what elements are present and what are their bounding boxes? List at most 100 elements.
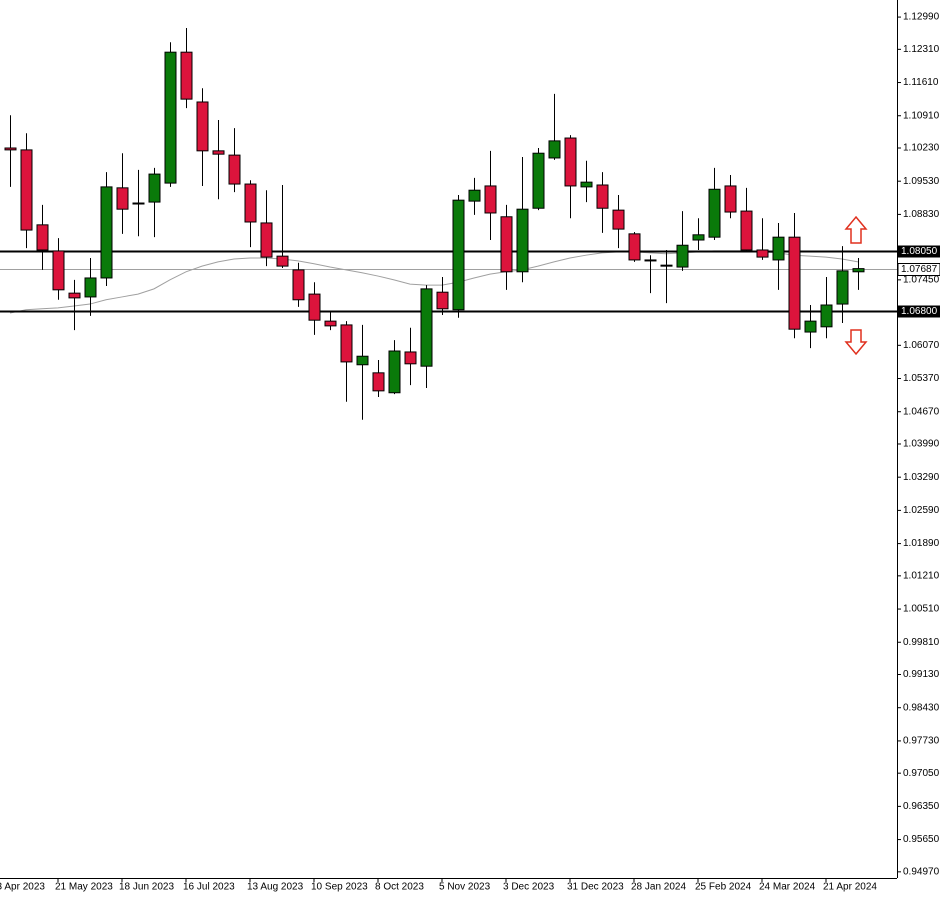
candle-body bbox=[420, 288, 433, 367]
candle-body bbox=[404, 351, 417, 365]
y-tick-label: 1.06070 bbox=[903, 340, 940, 351]
x-tick-label: 28 Jan 2024 bbox=[631, 882, 686, 893]
level-label-box bbox=[898, 245, 940, 258]
candle-body bbox=[356, 355, 369, 366]
candle-body bbox=[20, 149, 33, 231]
candle-body bbox=[612, 209, 625, 230]
candle-body bbox=[164, 51, 177, 184]
x-tick-label: 24 Mar 2024 bbox=[759, 882, 816, 893]
candle-body bbox=[804, 320, 817, 333]
candle-body bbox=[388, 350, 401, 394]
x-tick-label: 16 Jul 2023 bbox=[183, 882, 235, 893]
candle-body bbox=[676, 244, 689, 268]
candle-body bbox=[516, 208, 529, 273]
candle-body bbox=[340, 324, 353, 363]
x-tick-label: 5 Nov 2023 bbox=[439, 882, 491, 893]
last-price-label: 1.07687 bbox=[901, 264, 938, 275]
y-tick-label: 1.03290 bbox=[903, 472, 940, 483]
candle-body bbox=[132, 202, 145, 205]
y-tick-label: 1.10230 bbox=[903, 143, 940, 154]
moving-average bbox=[9, 250, 859, 314]
y-tick-label: 1.01210 bbox=[903, 570, 940, 581]
y-tick-label: 1.00510 bbox=[903, 604, 940, 615]
candle-body bbox=[740, 210, 753, 251]
candle-body bbox=[228, 154, 241, 185]
y-tick-label: 0.97050 bbox=[903, 768, 940, 779]
candle-body bbox=[452, 199, 465, 311]
candle-body bbox=[548, 140, 561, 159]
x-tick-label: 31 Dec 2023 bbox=[567, 882, 624, 893]
candle-body bbox=[4, 147, 17, 151]
candle-body bbox=[212, 150, 225, 155]
level-label: 1.08050 bbox=[901, 246, 938, 257]
candle-body bbox=[36, 224, 49, 251]
y-tick-label: 0.99130 bbox=[903, 669, 940, 680]
candle-body bbox=[68, 292, 81, 299]
x-tick-label: 18 Jun 2023 bbox=[119, 882, 174, 893]
candle-body bbox=[564, 137, 577, 187]
arrow-shape bbox=[844, 329, 868, 356]
y-tick-label: 1.09530 bbox=[903, 176, 940, 187]
y-tick-label: 1.12310 bbox=[903, 44, 940, 55]
candle-body bbox=[116, 187, 129, 210]
x-tick-label: 13 Aug 2023 bbox=[247, 882, 304, 893]
candle-body bbox=[292, 269, 305, 301]
candle-body bbox=[148, 173, 161, 203]
y-tick-label: 0.95650 bbox=[903, 834, 940, 845]
candle-body bbox=[244, 183, 257, 223]
y-tick-label: 0.98430 bbox=[903, 702, 940, 713]
x-tick-label: 3 Dec 2023 bbox=[503, 882, 555, 893]
y-tick-label: 1.02590 bbox=[903, 505, 940, 516]
y-tick-label: 1.03990 bbox=[903, 439, 940, 450]
candle-body bbox=[468, 189, 481, 202]
last-price-box bbox=[897, 263, 940, 276]
candle-body bbox=[820, 304, 833, 328]
candle-body bbox=[532, 152, 545, 209]
candle-body bbox=[692, 234, 705, 241]
candle-body bbox=[644, 259, 657, 262]
x-tick-label: 21 Apr 2024 bbox=[823, 882, 877, 893]
candle-body bbox=[436, 291, 449, 310]
candle-body bbox=[660, 264, 673, 267]
down-arrow bbox=[844, 329, 868, 356]
y-tick-label: 1.01890 bbox=[903, 538, 940, 549]
y-tick-label: 1.05370 bbox=[903, 373, 940, 384]
y-tick-label: 0.96350 bbox=[903, 801, 940, 812]
candle-body bbox=[84, 277, 97, 298]
candle-body bbox=[276, 255, 289, 267]
y-tick-label: 1.11610 bbox=[903, 77, 939, 88]
candle-body bbox=[52, 250, 65, 291]
candle-body bbox=[708, 188, 721, 238]
candle-body bbox=[372, 372, 385, 392]
y-tick-label: 1.08830 bbox=[903, 209, 940, 220]
x-tick-label: 23 Apr 2023 bbox=[0, 882, 45, 893]
candle-body bbox=[852, 268, 865, 273]
candle-body bbox=[580, 181, 593, 188]
candle-body bbox=[724, 185, 737, 213]
candle-body bbox=[196, 101, 209, 152]
arrow-shape bbox=[844, 215, 868, 244]
x-tick-label: 21 May 2023 bbox=[55, 882, 113, 893]
y-tick-label: 0.97730 bbox=[903, 736, 940, 747]
level-label-box bbox=[898, 305, 940, 318]
up-arrow bbox=[844, 215, 868, 244]
candle-body bbox=[596, 184, 609, 209]
x-tick-label: 10 Sep 2023 bbox=[311, 882, 368, 893]
candle-body bbox=[500, 216, 513, 273]
candle-body bbox=[836, 270, 849, 305]
y-tick-label: 0.99810 bbox=[903, 637, 940, 648]
candle-body bbox=[308, 293, 321, 321]
candle-body bbox=[788, 236, 801, 330]
y-tick-label: 1.10910 bbox=[903, 110, 940, 121]
x-tick-label: 8 Oct 2023 bbox=[375, 882, 424, 893]
y-tick-label: 0.94970 bbox=[903, 866, 940, 877]
candle-body bbox=[484, 185, 497, 214]
plot-area bbox=[0, 27, 897, 420]
level-label: 1.06800 bbox=[901, 306, 938, 317]
candle-body bbox=[756, 249, 769, 258]
y-tick-label: 1.07450 bbox=[903, 275, 940, 286]
y-tick-label: 1.12990 bbox=[903, 12, 940, 23]
x-tick-label: 25 Feb 2024 bbox=[695, 882, 752, 893]
